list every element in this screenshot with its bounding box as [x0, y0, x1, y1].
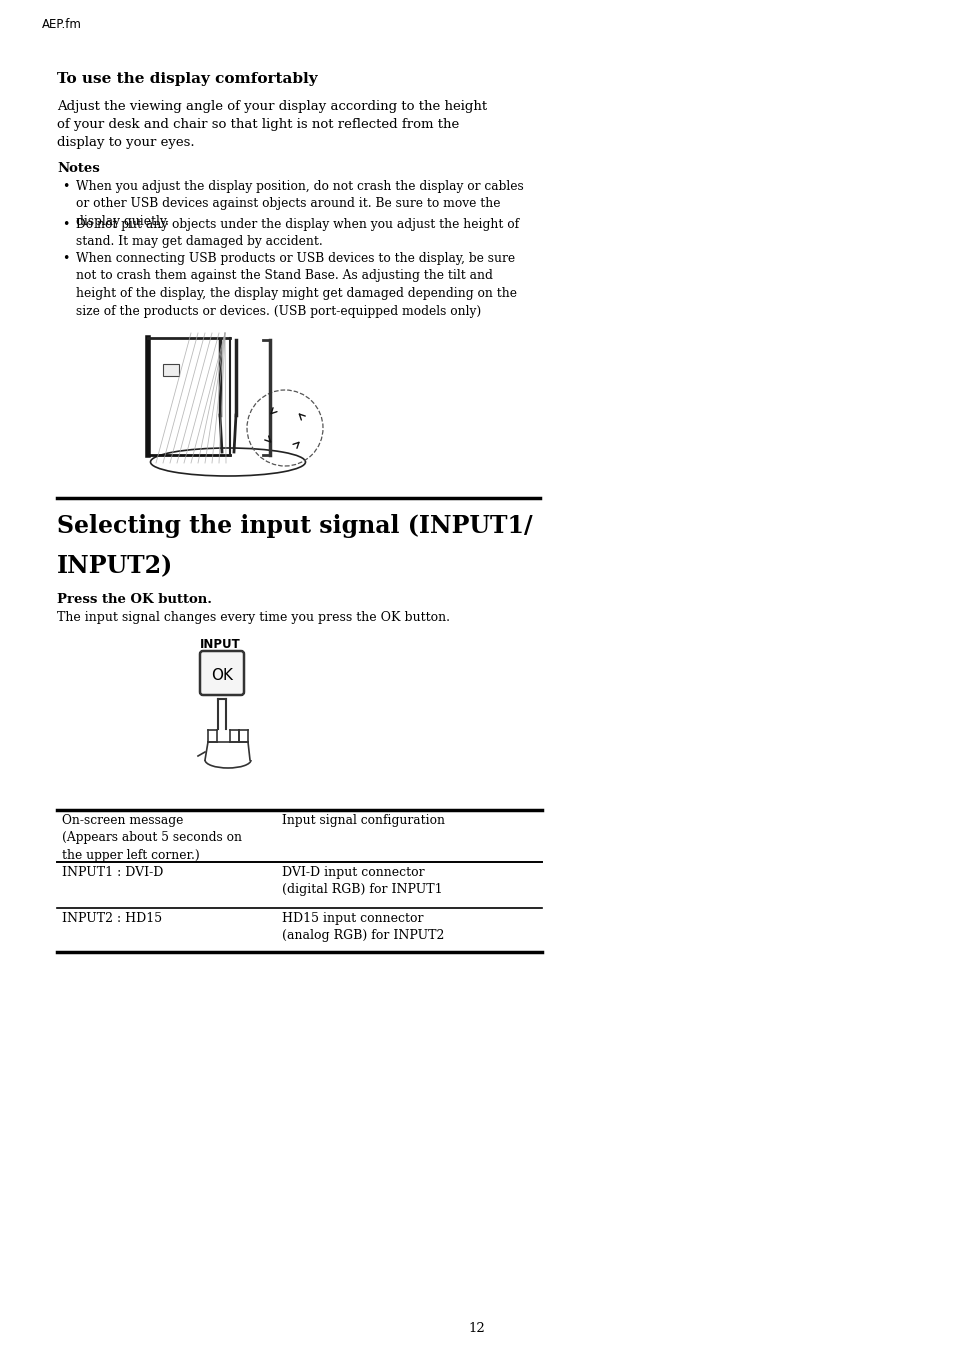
Text: On-screen message
(Appears about 5 seconds on
the upper left corner.): On-screen message (Appears about 5 secon…: [62, 815, 242, 862]
Text: To use the display comfortably: To use the display comfortably: [57, 72, 317, 86]
Text: Notes: Notes: [57, 162, 100, 176]
Text: DVI-D input connector
(digital RGB) for INPUT1: DVI-D input connector (digital RGB) for …: [282, 866, 442, 896]
Text: •: •: [62, 253, 70, 265]
Text: Input signal configuration: Input signal configuration: [282, 815, 444, 827]
Text: AEP.fm: AEP.fm: [42, 18, 82, 31]
Text: Selecting the input signal (INPUT1/: Selecting the input signal (INPUT1/: [57, 513, 532, 538]
Text: •: •: [62, 180, 70, 193]
Text: INPUT: INPUT: [199, 638, 240, 651]
Bar: [163, 363, 179, 376]
Text: When you adjust the display position, do not crash the display or cables
or othe: When you adjust the display position, do…: [76, 180, 523, 228]
Text: INPUT1 : DVI-D: INPUT1 : DVI-D: [62, 866, 163, 880]
Text: Do not put any objects under the display when you adjust the height of
stand. It: Do not put any objects under the display…: [76, 218, 518, 249]
Text: •: •: [62, 218, 70, 231]
Text: OK: OK: [211, 667, 233, 682]
Text: HD15 input connector
(analog RGB) for INPUT2: HD15 input connector (analog RGB) for IN…: [282, 912, 444, 942]
Text: 12: 12: [468, 1323, 485, 1335]
FancyBboxPatch shape: [200, 651, 244, 694]
Text: Adjust the viewing angle of your display according to the height
of your desk an: Adjust the viewing angle of your display…: [57, 100, 487, 149]
Text: Press the OK button.: Press the OK button.: [57, 593, 212, 607]
Text: INPUT2 : HD15: INPUT2 : HD15: [62, 912, 162, 925]
Text: When connecting USB products or USB devices to the display, be sure
not to crash: When connecting USB products or USB devi…: [76, 253, 517, 317]
Text: INPUT2): INPUT2): [57, 554, 173, 578]
Text: The input signal changes every time you press the OK button.: The input signal changes every time you …: [57, 611, 450, 624]
